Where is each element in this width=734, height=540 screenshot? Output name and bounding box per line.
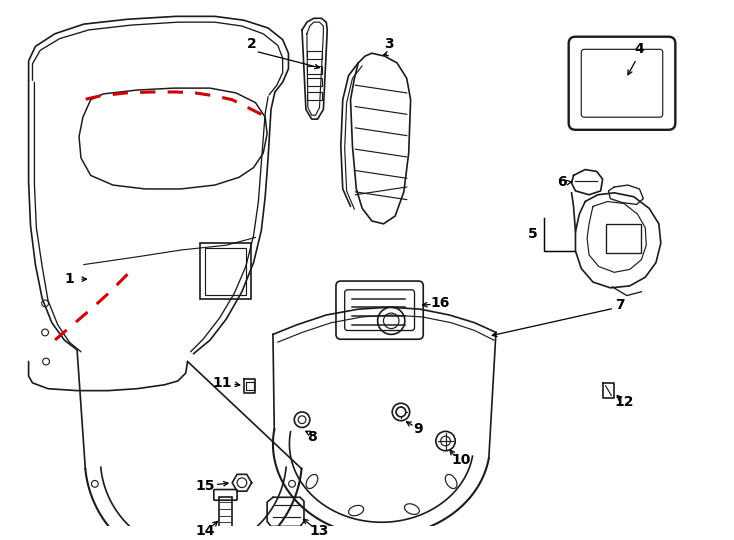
Text: 4: 4 [635,42,644,56]
Text: 16: 16 [430,296,449,310]
Circle shape [396,407,406,417]
Text: 13: 13 [310,524,329,538]
Bar [219,497,232,534]
Bar [307,51,322,59]
Text: 9: 9 [413,422,424,436]
Bar [200,243,250,300]
Text: 1: 1 [65,272,74,286]
Bar [205,248,246,295]
Ellipse shape [306,475,318,489]
FancyBboxPatch shape [569,37,675,130]
Bar [307,92,322,100]
Text: 12: 12 [614,395,633,409]
Text: 6: 6 [557,175,567,189]
Text: 7: 7 [615,298,625,312]
Text: 14: 14 [195,524,215,538]
Text: 10: 10 [451,454,470,468]
Text: 11: 11 [213,376,232,390]
Ellipse shape [404,504,419,515]
Ellipse shape [349,505,363,516]
Text: 8: 8 [307,430,316,444]
Bar [307,66,322,73]
Text: 3: 3 [385,37,394,51]
FancyBboxPatch shape [581,49,663,117]
FancyBboxPatch shape [336,281,424,339]
Bar [606,224,642,253]
Text: 15: 15 [195,478,215,492]
Text: 5: 5 [528,227,538,240]
Text: 2: 2 [247,37,256,51]
FancyBboxPatch shape [345,290,415,330]
Bar [307,78,322,86]
Ellipse shape [446,475,457,489]
